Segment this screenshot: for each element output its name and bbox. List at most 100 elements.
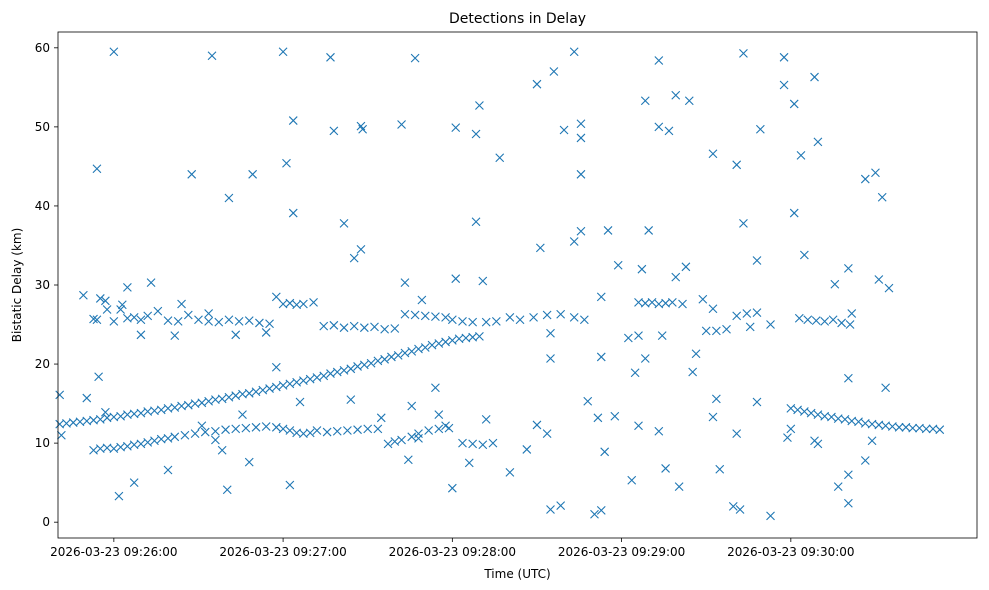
data-point-marker (231, 391, 241, 401)
data-point-marker (752, 256, 762, 265)
data-point-marker (211, 435, 220, 445)
data-point-marker (393, 350, 403, 360)
data-point-marker (505, 313, 515, 322)
data-point-marker (417, 295, 427, 305)
data-point-marker (661, 464, 670, 473)
data-point-marker (251, 422, 261, 432)
data-point-marker (224, 315, 234, 325)
data-point-marker (806, 408, 816, 418)
data-point-marker (366, 358, 376, 368)
data-point-marker (285, 426, 295, 435)
data-point-marker (183, 400, 193, 410)
data-point-marker (353, 362, 362, 371)
x-axis-label: Time (UTC) (483, 567, 550, 581)
data-point-marker (312, 373, 322, 382)
data-point-marker (921, 424, 931, 434)
data-point-marker (881, 383, 890, 393)
data-point-marker (766, 320, 775, 329)
data-point-marker (322, 427, 332, 437)
data-point-marker (101, 296, 110, 306)
data-point-marker (475, 101, 484, 110)
data-point-marker (837, 318, 846, 328)
data-point-marker (278, 381, 288, 390)
data-point-marker (292, 377, 302, 387)
data-point-marker (871, 168, 880, 178)
data-point-marker (278, 424, 288, 434)
data-point-marker (569, 237, 579, 246)
data-point-marker (146, 278, 156, 288)
data-point-marker (170, 331, 180, 340)
data-point-marker (434, 410, 444, 420)
data-point-marker (590, 509, 599, 519)
data-point-marker (667, 298, 677, 307)
data-point-marker (556, 501, 566, 510)
data-point-marker (569, 313, 579, 322)
data-point-marker (596, 505, 606, 515)
y-axis-label: Bistatic Delay (km) (10, 228, 24, 343)
data-point-marker (475, 332, 484, 341)
data-point-marker (295, 397, 305, 407)
data-point-marker (434, 424, 444, 434)
data-point-marker (684, 96, 694, 106)
data-point-marker (640, 354, 650, 363)
data-point-marker (211, 426, 220, 436)
data-point-marker (400, 278, 410, 288)
data-point-marker (698, 294, 708, 304)
data-point-marker (197, 398, 207, 408)
data-point-marker (468, 439, 478, 449)
data-point-marker (78, 290, 88, 300)
data-point-marker (739, 218, 748, 228)
data-point-marker (410, 53, 420, 63)
data-point-marker (535, 243, 545, 253)
data-point-marker (796, 150, 806, 160)
data-point-marker (244, 388, 254, 398)
data-point-marker (789, 208, 799, 218)
data-point-marker (319, 321, 329, 331)
data-point-marker (664, 126, 674, 136)
data-point-marker (180, 430, 190, 440)
data-point-marker (471, 217, 481, 227)
data-point-marker (874, 275, 884, 284)
data-point-marker (390, 324, 400, 333)
data-point-marker (843, 264, 853, 273)
data-point-marker (271, 362, 281, 372)
data-point-marker (170, 403, 180, 412)
data-point-marker (197, 421, 207, 431)
data-point-marker (420, 343, 430, 352)
x-tick-label: 2026-03-23 09:26:00 (50, 545, 177, 559)
data-point-marker (542, 429, 552, 439)
data-points (55, 47, 945, 521)
data-point-marker (458, 316, 467, 326)
chart-title: Detections in Delay (449, 11, 586, 27)
y-tick-label: 30 (35, 278, 50, 292)
data-point-marker (136, 439, 146, 449)
data-point-marker (495, 153, 505, 163)
data-point-marker (576, 119, 586, 129)
data-point-marker (414, 344, 423, 354)
data-point-marker (116, 411, 126, 421)
data-point-marker (400, 309, 410, 319)
data-point-marker (793, 405, 802, 415)
data-point-marker (271, 382, 281, 392)
data-point-marker (261, 328, 271, 337)
data-point-marker (613, 260, 623, 270)
data-point-marker (811, 316, 821, 325)
data-point-marker (170, 432, 180, 442)
data-point-marker (542, 310, 552, 320)
data-point-marker (163, 433, 173, 443)
data-point-marker (739, 48, 748, 58)
data-point-marker (343, 426, 352, 435)
data-point-marker (634, 331, 643, 340)
data-point-marker (431, 383, 440, 393)
data-point-marker (255, 318, 264, 328)
data-point-marker (200, 427, 210, 437)
data-point-marker (95, 415, 105, 424)
data-point-marker (353, 425, 362, 435)
data-point-marker (183, 310, 193, 320)
data-point-marker (810, 72, 819, 82)
data-point-marker (794, 313, 804, 323)
data-point-marker (231, 424, 241, 434)
data-point-marker (265, 319, 274, 329)
data-point-marker (845, 320, 855, 329)
data-point-marker (109, 444, 119, 454)
